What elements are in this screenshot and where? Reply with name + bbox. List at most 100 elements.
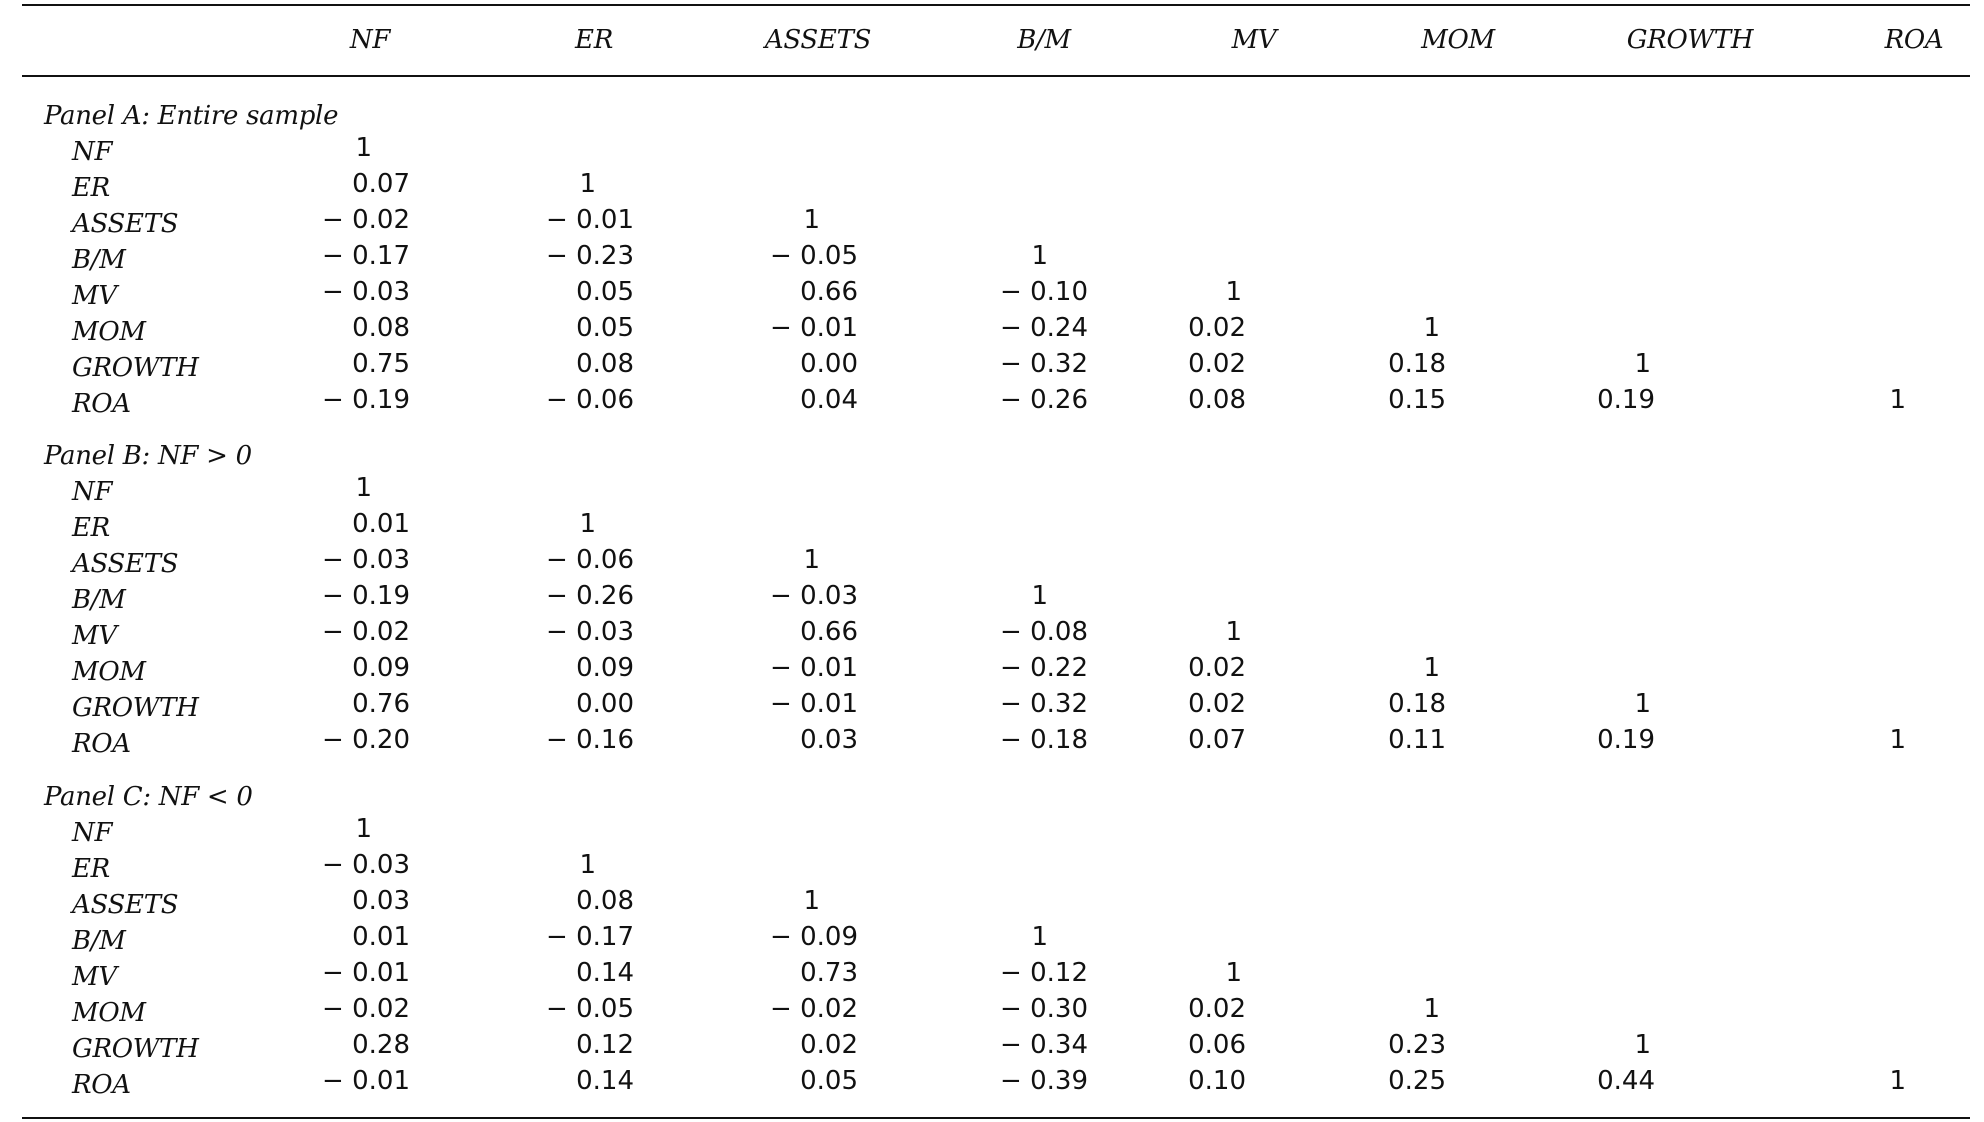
row-label: ASSETS [72,209,179,239]
row-label: NF [72,477,113,507]
table-cell: − 0.34 [1000,1030,1088,1060]
row-label: ASSETS [72,549,179,579]
table-cell: − 0.01 [546,205,634,235]
table-cell: 0.02 [1188,689,1246,719]
row-label: B/M [72,585,126,615]
table-cell: − 0.24 [1000,313,1088,343]
table-cell: − 0.10 [1000,277,1088,307]
row-label: MV [72,962,117,992]
table-cell: 0.02 [1188,653,1246,683]
table-cell: − 0.30 [1000,994,1088,1024]
table-cell: 1 [1889,385,1906,415]
table-cell: − 0.01 [322,958,410,988]
table-cell: − 0.03 [322,850,410,880]
table-cell: 1 [1423,313,1440,343]
table-cell: − 0.05 [546,994,634,1024]
column-header-er: ER [575,25,613,55]
table-cell: − 0.03 [322,277,410,307]
table-cell: 0.03 [352,886,410,916]
table-cell: 0.28 [352,1030,410,1060]
table-cell: 0.05 [576,277,634,307]
table-cell: − 0.20 [322,725,410,755]
table-cell: 1 [579,850,596,880]
table-cell: 0.07 [1188,725,1246,755]
header-rule [22,75,1970,77]
row-label: ASSETS [72,890,179,920]
table-cell: 0.02 [800,1030,858,1060]
column-header-assets: ASSETS [764,25,872,55]
table-cell: − 0.02 [770,994,858,1024]
table-cell: 1 [1031,922,1048,952]
table-cell: 0.75 [352,349,410,379]
table-cell: − 0.18 [1000,725,1088,755]
column-header-roa: ROA [1884,25,1944,55]
table-cell: − 0.06 [546,385,634,415]
row-label: ROA [72,729,131,759]
table-cell: − 0.02 [322,617,410,647]
table-cell: 0.66 [800,277,858,307]
table-cell: − 0.01 [322,1066,410,1096]
table-cell: − 0.03 [770,581,858,611]
table-cell: 0.08 [576,349,634,379]
table-cell: 0.10 [1188,1066,1246,1096]
table-cell: 0.66 [800,617,858,647]
table-cell: 1 [1225,958,1242,988]
table-cell: 0.15 [1388,385,1446,415]
row-label: B/M [72,245,126,275]
table-cell: 0.04 [800,385,858,415]
table-cell: 0.25 [1388,1066,1446,1096]
row-label: ER [72,854,110,884]
row-label: MOM [72,998,146,1028]
table-cell: − 0.19 [322,581,410,611]
row-label: ER [72,513,110,543]
bottom-rule [22,1117,1970,1119]
table-cell: 0.09 [576,653,634,683]
table-cell: − 0.16 [546,725,634,755]
table-cell: − 0.02 [322,205,410,235]
table-cell: − 0.12 [1000,958,1088,988]
table-cell: − 0.05 [770,241,858,271]
row-label: ROA [72,389,131,419]
table-cell: 1 [1031,241,1048,271]
table-cell: 0.00 [800,349,858,379]
row-label: ER [72,173,110,203]
column-header-b-m: B/M [1017,25,1071,55]
panel-title: Panel B: NF > 0 [44,441,252,471]
table-cell: 0.14 [576,1066,634,1096]
table-cell: − 0.39 [1000,1066,1088,1096]
table-cell: − 0.22 [1000,653,1088,683]
table-cell: 0.09 [352,653,410,683]
row-label: NF [72,818,113,848]
table-cell: 1 [803,886,820,916]
table-cell: 1 [1031,581,1048,611]
table-cell: − 0.23 [546,241,634,271]
column-header-growth: GROWTH [1626,25,1754,55]
table-cell: 0.44 [1597,1066,1655,1096]
table-cell: 0.08 [1188,385,1246,415]
row-label: MV [72,621,117,651]
table-cell: 1 [1225,277,1242,307]
table-cell: 1 [1634,349,1651,379]
table-cell: 1 [1889,1066,1906,1096]
table-cell: − 0.19 [322,385,410,415]
table-cell: 0.01 [352,922,410,952]
table-cell: − 0.02 [322,994,410,1024]
table-cell: 0.02 [1188,313,1246,343]
row-label: ROA [72,1070,131,1100]
table-cell: − 0.17 [322,241,410,271]
row-label: NF [72,137,113,167]
table-cell: 1 [355,473,372,503]
panel-title: Panel A: Entire sample [44,101,339,131]
table-cell: 1 [1889,725,1906,755]
table-cell: − 0.32 [1000,349,1088,379]
table-cell: 1 [579,509,596,539]
table-cell: 1 [579,169,596,199]
table-cell: 0.08 [576,886,634,916]
row-label: MOM [72,657,146,687]
row-label: GROWTH [72,1034,199,1064]
table-cell: 0.05 [576,313,634,343]
table-cell: 0.11 [1388,725,1446,755]
table-cell: 0.73 [800,958,858,988]
table-cell: − 0.01 [770,653,858,683]
table-cell: − 0.08 [1000,617,1088,647]
